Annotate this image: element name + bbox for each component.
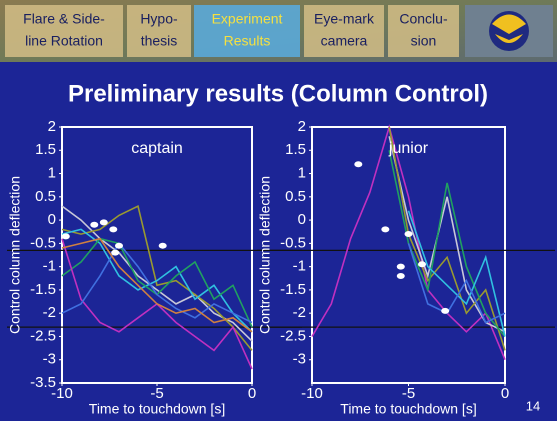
y-tick-label: -3 — [43, 351, 56, 368]
y-tick-label: -1.5 — [280, 281, 306, 298]
x-axis-label: Time to touchdown [s] — [340, 401, 476, 417]
tab-label: Hypo- — [140, 11, 178, 27]
event-marker — [418, 261, 426, 267]
y-tick-label: -0.5 — [280, 234, 306, 251]
slide-title: Preliminary results (Column Control) — [68, 80, 488, 107]
event-marker — [159, 243, 167, 249]
slide: Flare & Side-line RotationHypo-thesisExp… — [0, 0, 557, 421]
y-tick-label: -1 — [293, 258, 306, 275]
nav-tab[interactable]: Hypo-thesis — [127, 5, 191, 57]
tab-label: Conclu- — [399, 11, 448, 27]
x-tick-label: 0 — [501, 385, 509, 402]
y-tick-label: 0.5 — [35, 188, 56, 205]
x-tick-label: -5 — [402, 385, 415, 402]
tab-label: camera — [321, 33, 368, 49]
x-tick-label: -10 — [301, 385, 323, 402]
y-tick-label: -0.5 — [30, 234, 56, 251]
y-tick-label: -3 — [293, 351, 306, 368]
event-marker — [90, 222, 98, 228]
y-tick-label: 0 — [48, 211, 56, 228]
nav-tab[interactable]: Experiment Results — [194, 5, 300, 57]
y-tick-label: 2 — [48, 118, 56, 135]
y-tick-label: -2.5 — [30, 327, 56, 344]
y-tick-label: 1.5 — [285, 141, 306, 158]
tab-label: Eye-mark — [314, 11, 375, 27]
nav-tab[interactable]: Conclu-sion — [388, 5, 459, 57]
y-tick-label: 0 — [298, 211, 306, 228]
logo — [465, 5, 553, 57]
y-tick-label: -2 — [293, 304, 306, 321]
tab-label: thesis — [141, 33, 178, 49]
y-tick-label: -2.5 — [280, 327, 306, 344]
event-marker — [111, 250, 119, 256]
x-tick-label: -10 — [51, 385, 73, 402]
y-axis-label: Control column deflection — [257, 176, 273, 334]
event-marker — [381, 226, 389, 232]
y-tick-label: -1 — [43, 258, 56, 275]
event-marker — [397, 264, 405, 270]
event-marker — [354, 161, 362, 167]
chart-title: captain — [131, 140, 183, 157]
y-tick-label: 1 — [298, 165, 306, 182]
tab-label: sion — [411, 33, 437, 49]
x-tick-label: -5 — [150, 385, 163, 402]
event-marker — [405, 231, 413, 237]
event-marker — [441, 308, 449, 314]
event-marker — [115, 243, 123, 249]
y-tick-label: 2 — [298, 118, 306, 135]
event-marker — [397, 273, 405, 279]
y-axis-label: Control column deflection — [7, 176, 23, 334]
tab-label: Flare & Side- — [23, 11, 105, 27]
tab-label: line Rotation — [25, 33, 103, 49]
y-tick-label: -1.5 — [30, 281, 56, 298]
x-axis-label: Time to touchdown [s] — [89, 401, 225, 417]
nav-tab[interactable]: Flare & Side-line Rotation — [5, 5, 123, 57]
tab-label: Experiment — [212, 11, 283, 27]
nav-tab[interactable]: Eye-mark camera — [304, 5, 384, 57]
event-marker — [100, 219, 108, 225]
event-marker — [109, 226, 117, 232]
y-tick-label: 1 — [48, 165, 56, 182]
y-tick-label: 0.5 — [285, 188, 306, 205]
page-number: 14 — [526, 398, 540, 413]
y-tick-label: -2 — [43, 304, 56, 321]
background — [0, 0, 557, 421]
x-tick-label: 0 — [248, 385, 256, 402]
event-marker — [62, 233, 70, 239]
chart-title: junior — [388, 140, 429, 157]
y-tick-label: 1.5 — [35, 141, 56, 158]
tab-label: Results — [224, 33, 271, 49]
